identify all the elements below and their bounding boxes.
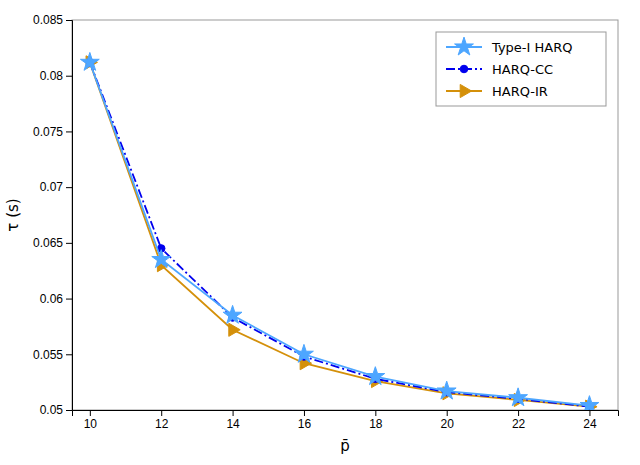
tick: 24 (583, 410, 597, 431)
tick: 16 (298, 410, 312, 431)
tick-mark (90, 410, 91, 416)
tick-label: 0.08 (40, 69, 64, 83)
tick: 0.05 (40, 403, 72, 417)
tick: 10 (84, 410, 98, 431)
data-point (223, 305, 242, 323)
tick: 0.055 (33, 348, 72, 362)
tick-mark (447, 410, 448, 416)
tick-label: 0.06 (40, 292, 64, 306)
chart: 10121416182022240.050.0550.060.0650.070.… (0, 0, 640, 465)
tick: 22 (512, 410, 526, 431)
tick-mark (66, 187, 72, 188)
x-axis-title: p̄ (340, 437, 350, 455)
data-point (437, 381, 456, 399)
tick-mark (233, 410, 234, 416)
legend-marker (460, 84, 471, 97)
legend: Type-I HARQ HARQ-CC HARQ-IR (436, 32, 606, 106)
tick: 18 (369, 410, 383, 431)
legend-marker (460, 65, 468, 73)
tick: 14 (226, 410, 240, 431)
tick-label: 0.055 (33, 348, 63, 362)
tick-mark (66, 76, 72, 77)
plot-frame (72, 20, 618, 410)
legend-item: Type-I HARQ (446, 37, 572, 55)
tick-mark (304, 410, 305, 416)
tick: 0.06 (40, 292, 72, 306)
tick-label: 16 (298, 417, 312, 431)
data-point (366, 367, 385, 385)
tick: 0.07 (40, 180, 72, 194)
legend-marker (455, 37, 474, 55)
tick-label: 0.085 (33, 13, 63, 27)
legend-label: HARQ-CC (492, 62, 553, 77)
tick: 0.08 (40, 69, 72, 83)
legend-item: HARQ-CC (446, 62, 553, 77)
data-point (295, 344, 314, 362)
tick-label: 10 (84, 417, 98, 431)
legend-box (436, 32, 606, 106)
tick: 0.075 (33, 125, 72, 139)
tick-mark (589, 410, 590, 416)
series-line (90, 62, 590, 406)
tick-label: 12 (155, 417, 169, 431)
axis-line (66, 21, 73, 411)
series-line (90, 62, 590, 406)
series (86, 59, 593, 410)
data-point (152, 250, 171, 268)
tick-label: 14 (226, 417, 240, 431)
axis-line (73, 411, 619, 417)
tick: 12 (155, 410, 169, 431)
tick: 0.065 (33, 236, 72, 250)
data-point (80, 52, 99, 70)
tick: 0.085 (33, 13, 72, 27)
tick-label: 18 (369, 417, 383, 431)
y-axis-title: τ (s) (4, 198, 22, 231)
tick-mark (66, 410, 72, 411)
tick-label: 24 (583, 417, 597, 431)
series (86, 56, 597, 410)
series-line (90, 62, 590, 405)
data-point (580, 396, 599, 410)
x-axis: 10 12 14 16 18 20 22 24 (73, 410, 619, 431)
legend-label: Type-I HARQ (491, 40, 572, 55)
tick-label: 0.075 (33, 125, 63, 139)
plot: 10121416182022240.050.0550.060.0650.070.… (33, 13, 619, 430)
tick-mark (66, 131, 72, 132)
tick-label: 22 (512, 417, 526, 431)
tick-label: 0.07 (40, 180, 64, 194)
y-axis: 0.05 0.055 0.06 0.065 0.07 0.075 0.08 0.085 (33, 13, 73, 417)
data-point (509, 388, 528, 406)
tick-mark (161, 410, 162, 416)
tick-label: 0.05 (40, 403, 64, 417)
tick-mark (375, 410, 376, 416)
tick-label: 20 (441, 417, 455, 431)
tick-mark (518, 410, 519, 416)
data-point (229, 323, 240, 336)
tick-mark (66, 20, 72, 21)
tick-mark (66, 299, 72, 300)
legend-item: HARQ-IR (446, 84, 548, 99)
tick-mark (66, 243, 72, 244)
legend-label: HARQ-IR (492, 84, 548, 99)
tick-mark (66, 354, 72, 355)
tick-label: 0.065 (33, 236, 63, 250)
tick: 20 (441, 410, 455, 431)
